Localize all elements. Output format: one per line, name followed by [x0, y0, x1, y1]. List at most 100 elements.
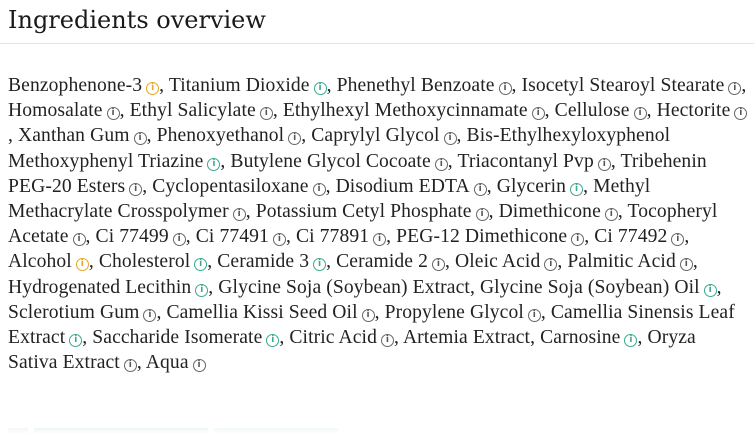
info-circle-gray-icon[interactable]: i — [312, 182, 326, 196]
ingredient-name[interactable]: Camellia Sinensis Leaf Extract — [8, 301, 735, 349]
ingredient-name[interactable]: Glycine Soja (Soybean) Extract — [218, 276, 470, 298]
info-circle-gray-icon[interactable]: i — [192, 359, 206, 373]
info-circle-gray-icon[interactable]: i — [143, 308, 157, 322]
info-circle-green-icon[interactable]: i — [313, 82, 327, 95]
ingredient-name[interactable]: Artemia Extract — [402, 327, 531, 349]
info-circle-gray-icon[interactable]: i — [633, 107, 647, 121]
info-circle-green-icon[interactable]: i — [207, 157, 221, 171]
list-separator: , — [583, 175, 594, 197]
ingredient-name[interactable]: Triacontanyl Pvp — [457, 150, 594, 172]
ingredient-name[interactable]: Propylene Glycol — [384, 301, 524, 323]
ingredient-name[interactable]: Disodium EDTA — [335, 175, 470, 197]
list-separator: , — [85, 226, 96, 248]
ingredient-name[interactable]: Caprylyl Glycol — [311, 125, 440, 147]
info-circle-gray-icon[interactable]: i — [531, 107, 545, 121]
ingredient-name[interactable]: Cellulose — [554, 100, 630, 122]
info-circle-gray-icon[interactable]: i — [288, 132, 302, 146]
ingredient-name[interactable]: Ceramide 3 — [217, 251, 310, 273]
ingredient-name[interactable]: Ethylhexyl Methoxycinnamate — [282, 100, 528, 122]
ingredient-name[interactable]: Oryza Sativa Extract — [8, 327, 696, 374]
info-circle-gray-icon[interactable]: i — [597, 157, 611, 171]
ingredient-name[interactable]: Aqua — [145, 352, 189, 374]
info-circle-green-icon[interactable]: i — [703, 283, 717, 297]
ingredient-name[interactable]: Ceramide 2 — [336, 251, 429, 273]
info-circle-gray-icon[interactable]: i — [498, 82, 512, 95]
ingredient-name[interactable]: Carnosine — [540, 327, 621, 349]
info-circle-green-icon[interactable]: i — [624, 334, 638, 348]
ingredient-name[interactable]: Sclerotium Gum — [8, 301, 140, 323]
info-circle-gray-icon[interactable]: i — [123, 359, 137, 373]
info-circle-gray-icon[interactable]: i — [734, 107, 748, 121]
ingredient-name[interactable]: Palmitic Acid — [567, 251, 676, 273]
ingredient-name[interactable]: Butylene Glycol Cocoate — [230, 150, 431, 172]
info-circle-gray-icon[interactable]: i — [361, 308, 375, 322]
info-circle-green-icon[interactable]: i — [570, 182, 584, 196]
ingredient-name[interactable]: Benzophenone-3 — [8, 75, 143, 96]
ingredient-name[interactable]: Titanium Dioxide — [168, 75, 310, 96]
info-circle-green-icon[interactable]: i — [69, 334, 83, 348]
ingredient-name[interactable]: Ethyl Salicylate — [129, 100, 256, 122]
info-circle-gray-icon[interactable]: i — [373, 233, 387, 247]
info-circle-gray-icon[interactable]: i — [604, 208, 618, 222]
ingredient-name[interactable]: Ci 77499 — [95, 226, 169, 248]
info-circle-gray-icon[interactable]: i — [671, 233, 685, 247]
info-circle-green-icon[interactable]: i — [266, 334, 280, 348]
ingredient-item: Glycerin i — [496, 175, 584, 197]
list-separator: , — [119, 100, 130, 122]
info-circle-gray-icon[interactable]: i — [571, 233, 585, 247]
info-circle-gray-icon[interactable]: i — [443, 132, 457, 146]
ingredient-name[interactable]: Saccharide Isomerate — [92, 327, 263, 349]
ingredient-name[interactable]: Potassium Cetyl Phosphate — [255, 201, 472, 223]
ingredient-item: Ci 77491 i — [196, 226, 286, 247]
info-circle-orange-icon[interactable]: i — [75, 258, 89, 272]
ingredient-name[interactable]: Homosalate — [8, 100, 103, 122]
info-circle-orange-icon[interactable]: i — [146, 82, 160, 95]
ingredient-name[interactable]: Hydrogenated Lecithin — [8, 276, 192, 298]
info-circle-gray-icon[interactable]: i — [272, 233, 286, 247]
info-circle-gray-icon[interactable]: i — [475, 208, 489, 222]
info-circle-gray-icon[interactable]: i — [129, 182, 143, 196]
info-circle-gray-icon[interactable]: i — [133, 132, 147, 146]
ingredient-name[interactable]: Methyl Methacrylate Crosspolymer — [8, 175, 651, 223]
info-circle-gray-icon[interactable]: i — [679, 258, 693, 272]
ingredient-name[interactable]: Xanthan Gum — [18, 125, 130, 147]
ingredient-name[interactable]: Cholesterol — [98, 251, 191, 273]
ingredient-name[interactable]: Camellia Kissi Seed Oil — [166, 301, 358, 323]
info-circle-green-icon[interactable]: i — [195, 283, 209, 297]
info-circle-gray-icon[interactable]: i — [432, 258, 446, 272]
info-circle-gray-icon[interactable]: i — [434, 157, 448, 171]
info-circle-gray-icon[interactable]: i — [473, 182, 487, 196]
ingredient-name[interactable]: Ci 77491 — [195, 226, 269, 248]
ingredient-name[interactable]: Ci 77492 — [594, 226, 668, 248]
info-circle-green-icon[interactable]: i — [194, 258, 208, 272]
ingredient-name[interactable]: Cyclopentasiloxane — [152, 175, 309, 197]
ingredient-name[interactable]: Hectorite — [656, 100, 731, 122]
info-circle-gray-icon[interactable]: i — [381, 334, 395, 348]
ingredient-name[interactable]: Phenethyl Benzoate — [336, 75, 495, 96]
ingredient-name[interactable]: Glycine Soja (Soybean) Oil — [479, 276, 700, 298]
info-circle-gray-icon[interactable]: i — [106, 107, 120, 121]
info-circle-green-icon[interactable]: i — [313, 258, 327, 272]
info-circle-gray-icon[interactable]: i — [232, 208, 246, 222]
ingredient-name[interactable]: Bis-Ethylhexyloxyphenol Methoxyphenyl Tr… — [8, 125, 671, 172]
ingredient-name[interactable]: Alcohol — [8, 251, 72, 273]
ingredient-name[interactable]: Citric Acid — [289, 327, 378, 349]
ingredient-name[interactable]: Glycerin — [496, 175, 567, 197]
list-separator: , — [326, 75, 337, 96]
ingredient-name[interactable]: PEG-12 Dimethicone — [396, 226, 568, 248]
info-circle-gray-icon[interactable]: i — [172, 233, 186, 247]
ingredient-name[interactable]: Phenoxyethanol — [156, 125, 285, 147]
ingredient-name[interactable]: Isocetyl Stearoyl Stearate — [521, 75, 725, 96]
info-circle-gray-icon[interactable]: i — [728, 82, 742, 95]
info-circle-gray-icon[interactable]: i — [72, 233, 86, 247]
list-separator: , — [326, 251, 337, 273]
ingredient-name[interactable]: Oleic Acid — [455, 251, 541, 273]
info-circle-gray-icon[interactable]: i — [544, 258, 558, 272]
ingredient-name[interactable]: Tocopheryl Acetate — [8, 201, 718, 248]
ingredient-name[interactable]: Dimethicone — [498, 201, 601, 223]
ingredient-name[interactable]: Ci 77891 — [295, 226, 370, 248]
ingredient-name[interactable]: Tribehenin PEG-20 Esters — [8, 150, 707, 197]
info-circle-gray-icon[interactable]: i — [259, 107, 273, 121]
list-separator: , — [208, 276, 219, 298]
info-circle-gray-icon[interactable]: i — [527, 308, 541, 322]
